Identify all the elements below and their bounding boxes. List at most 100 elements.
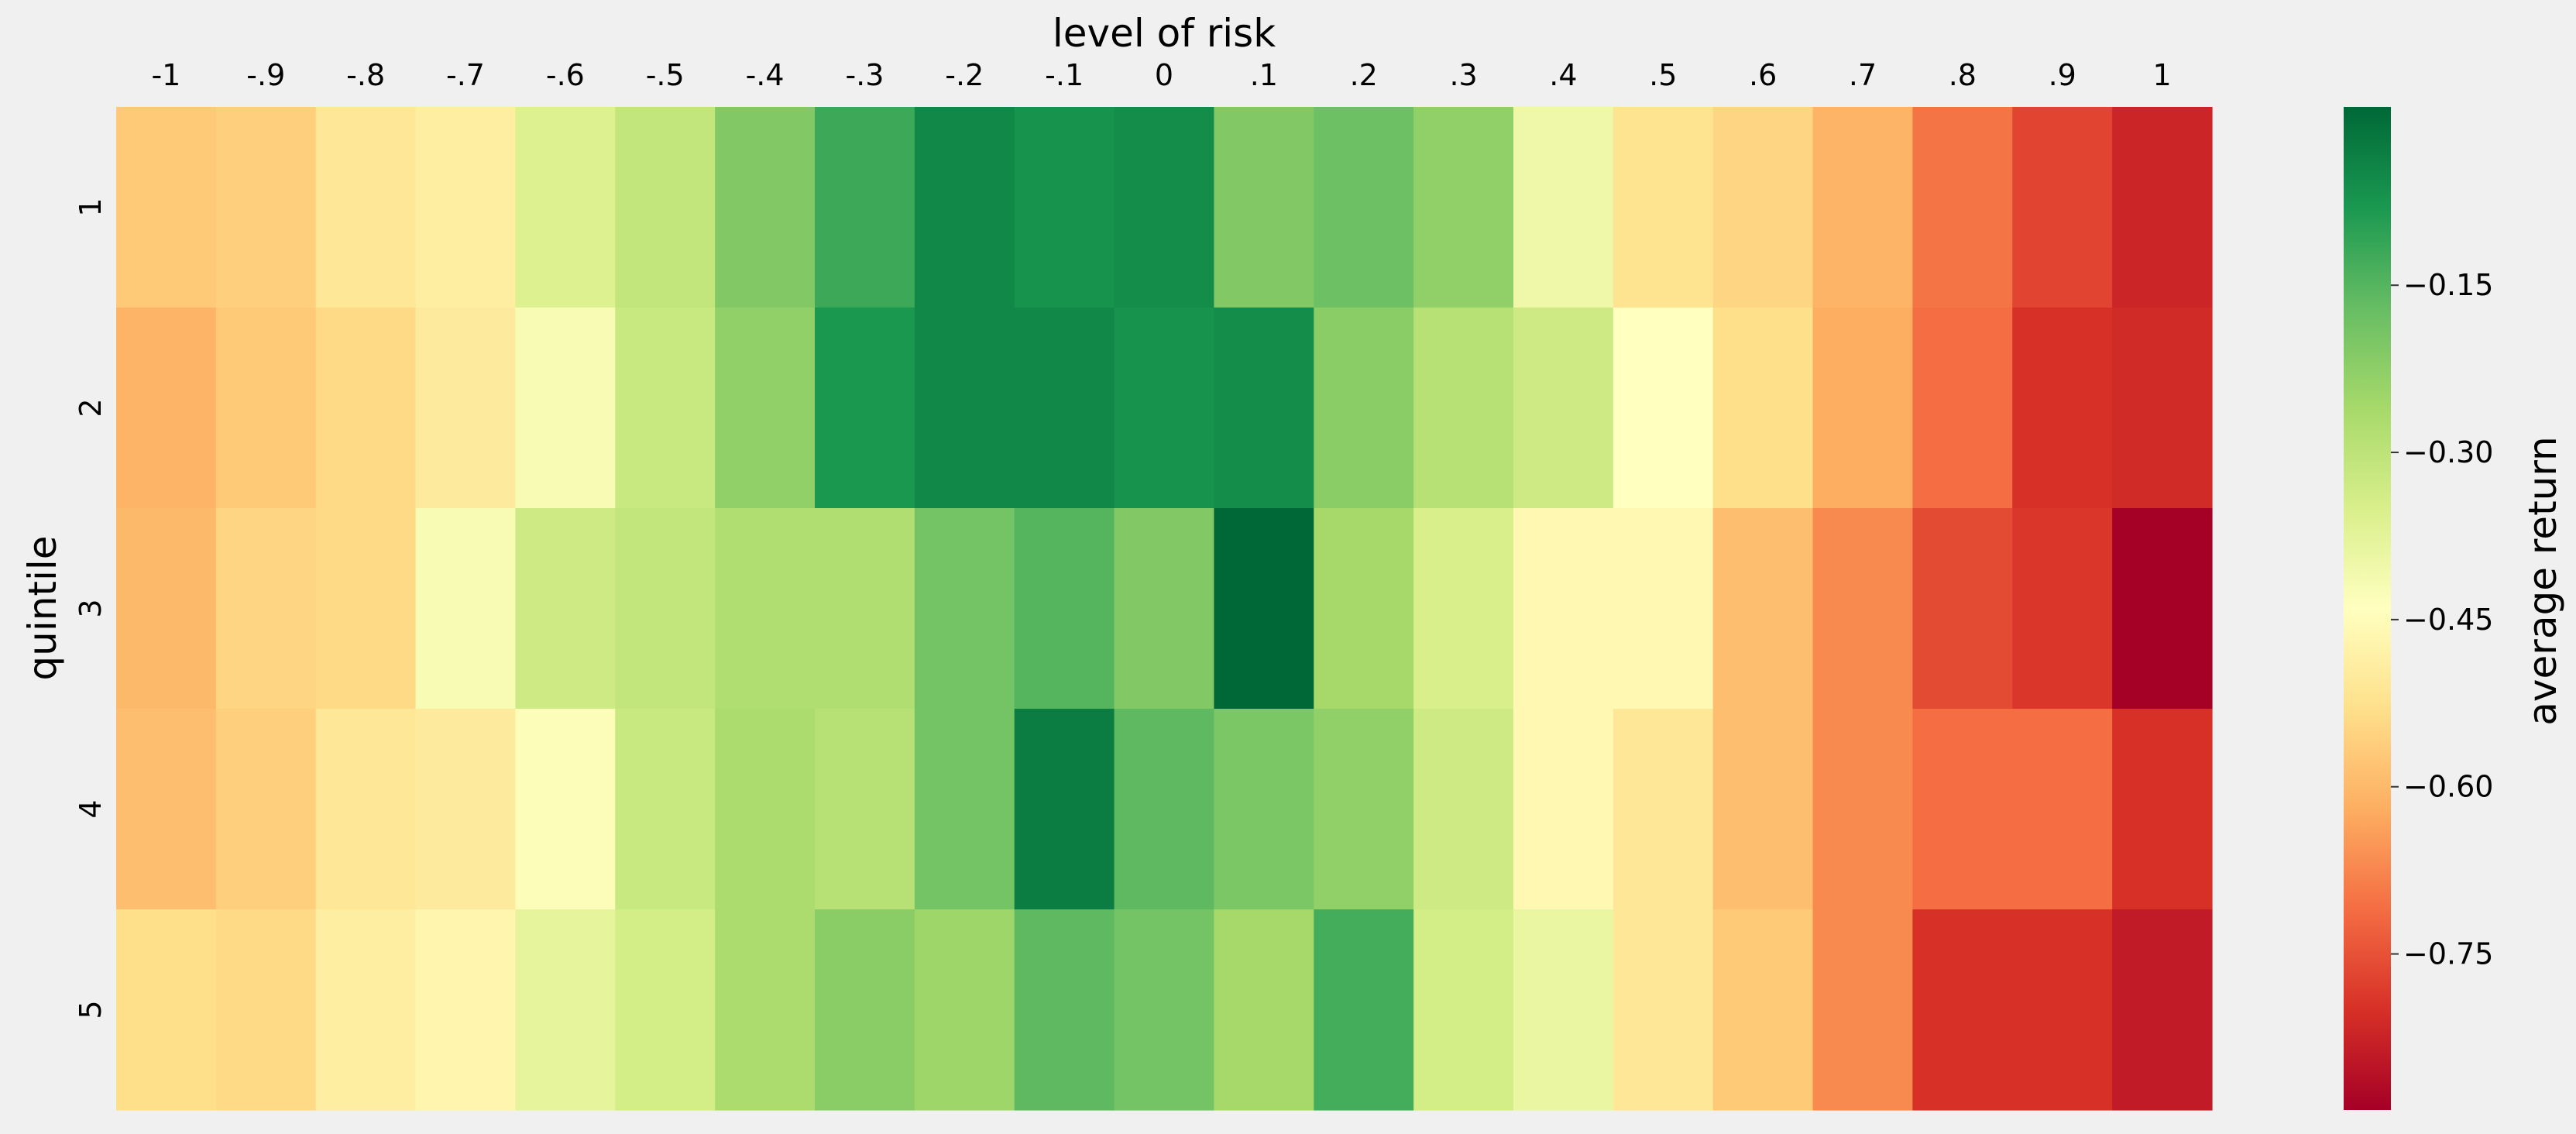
heatmap-cell: [315, 909, 417, 1111]
y-tick-label: 2: [74, 398, 108, 417]
heatmap-cell: [914, 107, 1015, 308]
heatmap-cell: [1413, 508, 1514, 710]
heatmap-cell: [815, 909, 915, 1111]
heatmap-cell: [1513, 709, 1614, 910]
x-tick-label: .1: [1250, 58, 1278, 92]
heatmap-cell: [1912, 909, 2013, 1111]
heatmap-cell: [1114, 308, 1215, 509]
heatmap-cell: [315, 107, 417, 308]
heatmap-cell: [914, 308, 1015, 509]
x-tick-label: -1: [151, 58, 180, 92]
x-tick-label: -.1: [1045, 58, 1084, 92]
heatmap-cell: [2012, 909, 2113, 1111]
heatmap-cell: [1413, 709, 1514, 910]
y-tick-label: 5: [74, 1000, 108, 1019]
heatmap-cell: [1912, 508, 2013, 710]
heatmap-cell: [315, 308, 417, 509]
heatmap-cell: [815, 308, 915, 509]
x-tick-label: .9: [2049, 58, 2076, 92]
heatmap-cell: [815, 508, 915, 710]
heatmap-cell: [615, 909, 716, 1111]
heatmap-cell: [1214, 107, 1314, 308]
heatmap-cell: [1214, 709, 1314, 910]
heatmap-cell: [315, 709, 417, 910]
x-tick-label: .6: [1749, 58, 1777, 92]
heatmap-cell: [1314, 107, 1414, 308]
x-tick-label: -.9: [246, 58, 285, 92]
heatmap-cell: [1712, 107, 1814, 308]
heatmap-cell: [1114, 107, 1215, 308]
heatmap-cell: [1513, 107, 1614, 308]
heatmap-cell: [715, 709, 816, 910]
colorbar-tick-label: −0.30: [2403, 435, 2493, 469]
heatmap-cell: [2012, 308, 2113, 509]
heatmap-cell: [415, 308, 517, 509]
heatmap-cell: [1912, 709, 2013, 910]
x-tick-label: .7: [1849, 58, 1877, 92]
heatmap-cell: [1413, 308, 1514, 509]
colorbar-tick-label: −0.45: [2403, 603, 2493, 637]
heatmap-cell: [1812, 709, 1914, 910]
heatmap-cell: [1114, 909, 1215, 1111]
heatmap-cell: [615, 709, 716, 910]
heatmap-cell: [1712, 508, 1814, 710]
heatmap-cell: [715, 508, 816, 710]
heatmap-cell: [1314, 909, 1414, 1111]
heatmap-cell: [815, 709, 915, 910]
heatmap-cell: [2112, 709, 2213, 910]
colorbar-tick-label: −0.75: [2403, 937, 2493, 971]
heatmap-cell: [415, 508, 517, 710]
heatmap-cell: [615, 107, 716, 308]
heatmap-cell: [1712, 308, 1814, 509]
heatmap-cell: [1014, 308, 1115, 509]
heatmap-cell: [515, 508, 616, 710]
y-tick-label: 3: [74, 599, 108, 617]
heatmap-cell: [1014, 909, 1115, 1111]
heatmap-cell: [1513, 308, 1614, 509]
heatmap-cell: [116, 308, 217, 509]
heatmap-cell: [1812, 308, 1914, 509]
heatmap-cell: [1912, 308, 2013, 509]
heatmap-cell: [1613, 508, 1714, 710]
x-tick-label: -.3: [845, 58, 884, 92]
heatmap-cell: [1413, 107, 1514, 308]
heatmap-cell: [515, 308, 616, 509]
heatmap-cell: [116, 909, 217, 1111]
heatmap-cell: [715, 909, 816, 1111]
heatmap-cell: [615, 508, 716, 710]
heatmap-cell: [515, 909, 616, 1111]
x-tick-label: .8: [1949, 58, 1977, 92]
x-tick-label: .2: [1350, 58, 1378, 92]
heatmap-cell: [1314, 308, 1414, 509]
x-tick-label: 1: [2152, 58, 2171, 92]
heatmap-cell: [515, 107, 616, 308]
heatmap-cell: [1912, 107, 2013, 308]
heatmap-cell: [1812, 909, 1914, 1111]
x-tick-label: .3: [1449, 58, 1477, 92]
heatmap-cell: [914, 508, 1015, 710]
x-tick-label: .5: [1649, 58, 1677, 92]
y-tick-label: 1: [74, 198, 108, 216]
heatmap-cell: [1114, 709, 1215, 910]
heatmap-cell: [415, 709, 517, 910]
heatmap-cell: [1513, 909, 1614, 1111]
chart-title: level of risk: [1052, 11, 1276, 56]
heatmap-cell: [215, 709, 317, 910]
heatmap-cell: [415, 909, 517, 1111]
heatmap-cell: [116, 508, 217, 710]
heatmap-cell: [1613, 107, 1714, 308]
heatmap-cell: [1314, 709, 1414, 910]
heatmap-cell: [215, 508, 317, 710]
heatmap-cell: [2012, 709, 2113, 910]
heatmap-cell: [2112, 909, 2213, 1111]
heatmap-cell: [615, 308, 716, 509]
heatmap-cell: [2112, 107, 2213, 308]
heatmap-cell: [315, 508, 417, 710]
heatmap-cell: [2012, 107, 2113, 308]
heatmap-cell: [914, 909, 1015, 1111]
heatmap-cell: [116, 709, 217, 910]
colorbar: [2344, 107, 2391, 1110]
heatmap-cell: [1214, 308, 1314, 509]
